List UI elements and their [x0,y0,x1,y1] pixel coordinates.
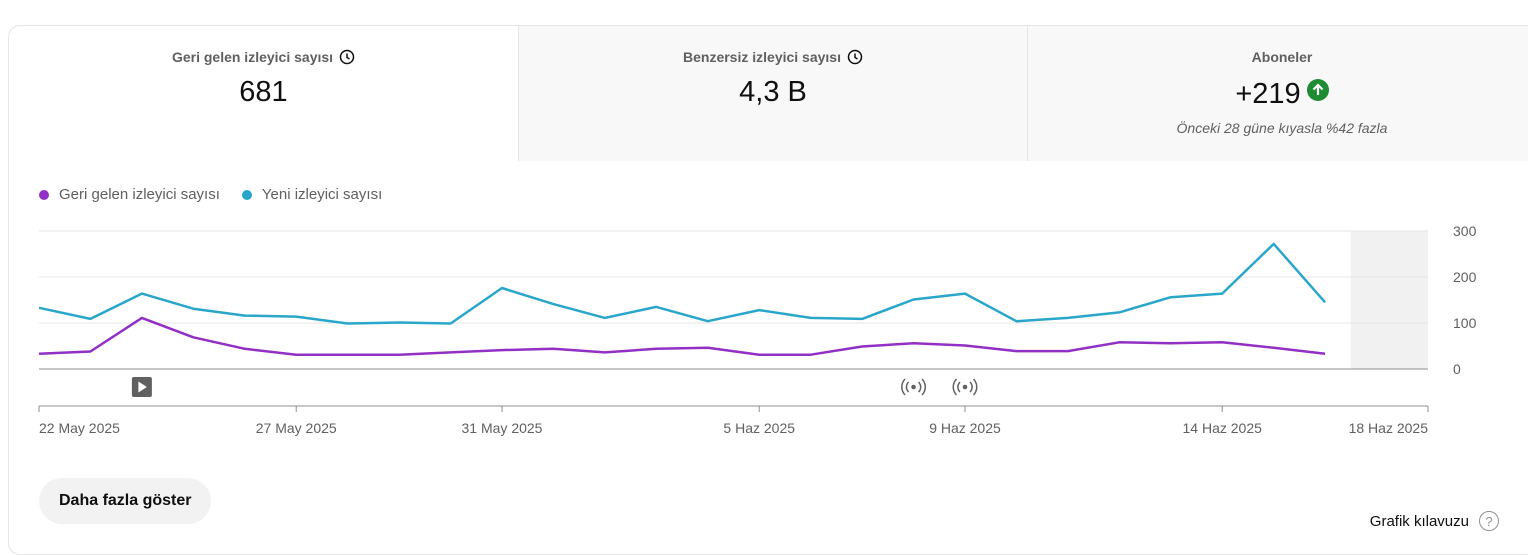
metric-label: Benzersiz izleyici sayısı [519,49,1027,68]
clock-icon [847,49,863,68]
legend-item-new[interactable]: Yeni izleyici sayısı [241,186,383,203]
metric-value: 681 [239,76,288,108]
x-tick-label: 14 Haz 2025 [1183,420,1263,436]
x-tick-label: 31 May 2025 [462,420,543,436]
highlight-region [1350,231,1428,369]
legend-label: Yeni izleyici sayısı [261,186,383,203]
guide-label: Grafik kılavuzu [1369,512,1469,530]
y-tick-label: 200 [1453,269,1477,285]
legend-dot [241,189,252,200]
chart-guide-link[interactable]: Grafik kılavuzu ? [1370,511,1499,531]
chart-legend: Geri gelen izleyici sayısı Yeni izleyici… [39,186,382,203]
y-tick-label: 100 [1453,315,1477,331]
y-tick-label: 300 [1453,223,1477,239]
x-tick-label: 5 Haz 2025 [723,420,795,436]
broadcast-icon [901,378,926,396]
legend-dot [39,189,49,200]
metric-value: 4,3 B [739,76,807,108]
analytics-card: Geri gelen izleyici sayısı 681 Benzersiz… [8,25,1528,555]
video-play-icon [138,381,147,393]
broadcast-icon [905,381,922,393]
line-chart: 0 100 200 300 22 May 2025 27 May 2025 31 May 2… [38,223,1477,436]
metric-label: Aboneler [1251,49,1313,65]
show-more-button[interactable]: Daha fazla göster [39,478,212,524]
comparison-note: Önceki 28 güne kıyasla %42 fazla [1176,120,1388,136]
tab-returning-viewers[interactable]: Geri gelen izleyici sayısı 681 [9,26,518,161]
legend-item-returning[interactable]: Geri gelen izleyici sayısı [39,186,220,203]
metric-label: Geri gelen izleyici sayısı [9,49,518,68]
help-icon: ? [1479,511,1499,531]
series-line [38,242,1327,325]
tab-subscribers[interactable]: Aboneler +219 Önceki 28 güne kıyasla %42… [1027,26,1528,161]
broadcast-icon [952,378,978,396]
broadcast-icon [957,381,973,393]
tab-unique-viewers[interactable]: Benzersiz izleyici sayısı 4,3 B [518,26,1027,161]
x-tick-label: 22 May 2025 [39,420,120,436]
broadcast-icon [962,384,968,390]
legend-label: Geri gelen izleyici sayısı [59,186,220,203]
broadcast-icon [911,384,916,390]
y-tick-label: 0 [1453,361,1461,377]
series-line [38,316,1326,356]
clock-icon [339,49,355,68]
metric-tabs: Geri gelen izleyici sayısı 681 Benzersiz… [9,26,1528,161]
x-tick-label: 18 Haz 2025 [1349,420,1429,436]
metric-value: +219 [1028,76,1528,111]
x-tick-label: 9 Haz 2025 [929,420,1001,436]
x-tick-label: 27 May 2025 [256,420,337,436]
arrow-up-circle-icon [1306,76,1329,109]
